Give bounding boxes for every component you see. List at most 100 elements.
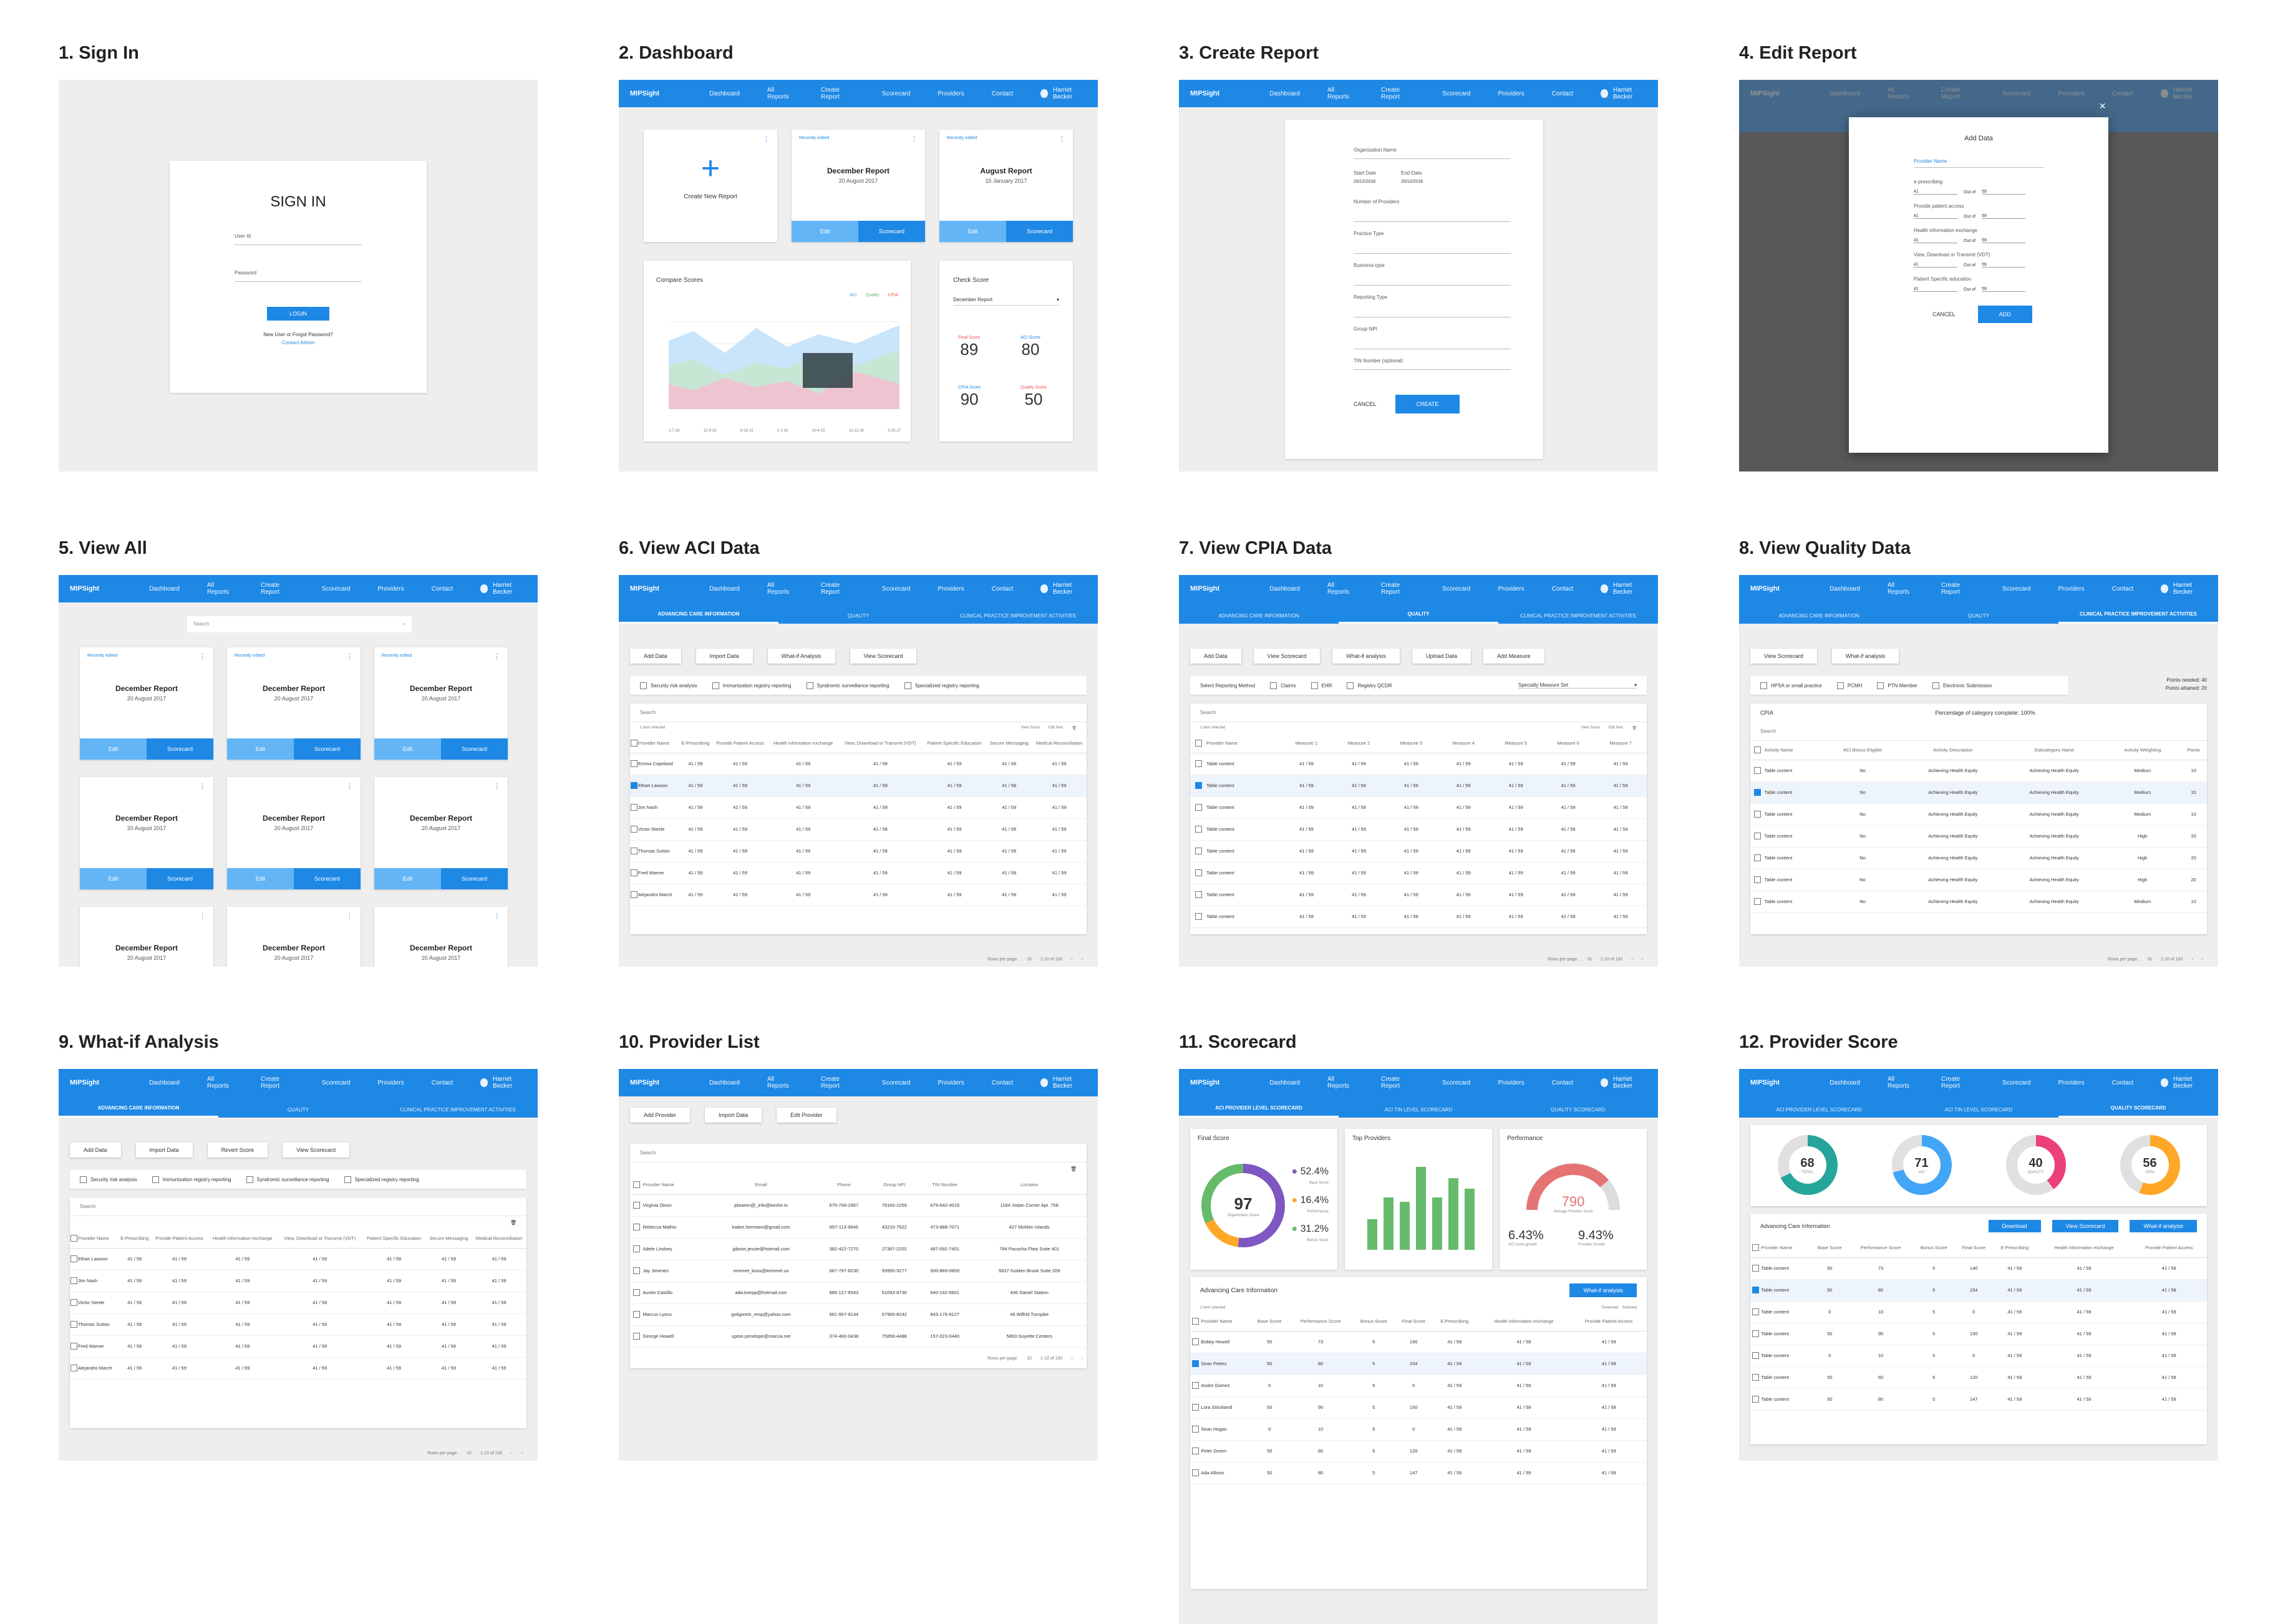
- nav-link[interactable]: Create Report: [820, 1076, 840, 1090]
- nav-link[interactable]: Providers: [2058, 1079, 2085, 1086]
- row-checkbox[interactable]: [1195, 782, 1202, 789]
- nav-link[interactable]: Dashboard: [1269, 585, 1300, 592]
- import-data-button[interactable]: Import Data: [696, 649, 753, 664]
- nav-link[interactable]: All Reports: [767, 87, 789, 100]
- table-row[interactable]: Table content 41 / 59 41 / 59 41 / 59 41 / 5…: [1190, 753, 1647, 775]
- row-checkbox[interactable]: [1195, 848, 1202, 854]
- user-menu[interactable]: Harriet Becker: [480, 1076, 526, 1090]
- more-icon[interactable]: ⋮: [346, 912, 353, 920]
- score-input[interactable]: 41: [1914, 263, 1957, 268]
- add-button[interactable]: ADD: [1977, 306, 2032, 323]
- row-checkbox[interactable]: [1195, 760, 1202, 767]
- registry-checkbox[interactable]: Registry QCDR: [1347, 682, 1392, 689]
- tab-cpia[interactable]: CLINICAL PRACTICE IMPROVEMENT ACTIVITIES: [1520, 613, 1636, 619]
- nav-link[interactable]: Contact: [991, 90, 1014, 97]
- view-scorecard-button[interactable]: View Scorecard: [283, 1143, 349, 1158]
- report-card[interactable]: ⋮ December Report 20 August 2017: [80, 907, 213, 967]
- table-row[interactable]: Alejandro March 41 / 59 41 / 59 41 / 59 41 /…: [70, 1357, 526, 1380]
- row-checkbox[interactable]: [1195, 913, 1202, 920]
- chevron-left-icon[interactable]: ‹: [1071, 957, 1073, 962]
- user-menu[interactable]: Harriet Becker: [480, 582, 526, 596]
- select-all-checkbox[interactable]: [70, 1235, 77, 1242]
- total-input[interactable]: 59: [1982, 214, 2026, 219]
- nav-link[interactable]: Dashboard: [1830, 1079, 1860, 1086]
- table-row[interactable]: Table content No Achieving Health Equity Ac…: [1750, 781, 2207, 804]
- more-icon[interactable]: ⋮: [493, 653, 500, 660]
- more-icon[interactable]: ⋮: [493, 783, 500, 790]
- edit-button[interactable]: Edit: [792, 221, 858, 242]
- edit-item-action[interactable]: Edit Item: [1608, 726, 1624, 730]
- table-row[interactable]: Ethan Lawson 41 / 59 41 / 59 41 / 59 41 / 59…: [70, 1248, 526, 1270]
- plus-icon[interactable]: +: [700, 150, 720, 186]
- nav-link[interactable]: Providers: [938, 90, 964, 97]
- row-checkbox[interactable]: [1195, 804, 1202, 811]
- nav-link[interactable]: Providers: [1498, 90, 1524, 97]
- nav-link[interactable]: Providers: [1498, 585, 1524, 592]
- security-risk-checkbox[interactable]: Security risk analysis: [640, 682, 697, 689]
- table-search-input[interactable]: Search: [1190, 703, 1647, 722]
- electronic-checkbox[interactable]: Electronic Submission: [1932, 682, 1992, 689]
- score-input[interactable]: 41: [1914, 287, 1957, 292]
- create-button[interactable]: CREATE: [1395, 395, 1460, 413]
- user-menu[interactable]: Harriet Becker: [1040, 87, 1087, 100]
- what-if-button[interactable]: What-if analysis: [2130, 1220, 2197, 1232]
- row-checkbox[interactable]: [1192, 1404, 1200, 1411]
- nav-link[interactable]: Create Report: [820, 87, 840, 100]
- more-icon[interactable]: ⋮: [911, 135, 918, 143]
- table-row[interactable]: Table content 50 73 5 140 41 / 59 41 / 59 41 / …: [1750, 1257, 2207, 1280]
- nav-link[interactable]: Providers: [938, 1079, 964, 1086]
- row-checkbox[interactable]: [630, 869, 637, 876]
- nav-link[interactable]: Contact: [431, 1079, 453, 1086]
- row-checkbox[interactable]: [630, 826, 637, 833]
- provider-bar[interactable]: [1416, 1167, 1426, 1250]
- edit-button[interactable]: Edit: [80, 738, 147, 760]
- nav-link[interactable]: Dashboard: [709, 585, 740, 592]
- trash-icon[interactable]: 🗑: [1632, 727, 1637, 730]
- tab-aci-tin[interactable]: ACI TIN LEVEL SCORECARD: [1384, 1107, 1453, 1113]
- nav-link[interactable]: Dashboard: [1269, 90, 1300, 97]
- view-scorecard-button[interactable]: View Scorecard: [1253, 649, 1321, 664]
- row-checkbox[interactable]: [633, 1311, 640, 1318]
- more-icon[interactable]: ⋮: [763, 135, 770, 143]
- nav-link[interactable]: Contact: [2111, 585, 2134, 592]
- nav-link[interactable]: Dashboard: [709, 90, 740, 97]
- user-menu[interactable]: Harriet Becker: [2161, 87, 2207, 100]
- app-logo[interactable]: MIPSight: [630, 585, 660, 592]
- row-checkbox[interactable]: [1195, 891, 1202, 898]
- chevron-right-icon[interactable]: ›: [1081, 957, 1083, 962]
- nav-link[interactable]: All Reports: [1327, 1076, 1349, 1090]
- upload-data-button[interactable]: Upload Data: [1412, 649, 1471, 664]
- table-row[interactable]: Alejandro March 41 / 59 41 / 59 41 / 59 41 /…: [630, 884, 1087, 906]
- table-row[interactable]: Sean Peters 50 80 5 154 41 / 59 41 / 59 41 / 59: [1190, 1353, 1647, 1375]
- report-card[interactable]: ⋮ December Report 20 August 2017: [227, 907, 361, 967]
- more-icon[interactable]: ⋮: [493, 912, 500, 920]
- user-menu[interactable]: Harriet Becker: [1601, 1076, 1647, 1090]
- scorecard-button[interactable]: Scorecard: [294, 868, 361, 889]
- trash-icon[interactable]: 🗑: [510, 1220, 516, 1225]
- table-row[interactable]: Thomas Sutton 41 / 59 41 / 59 41 / 59 41 / 5…: [70, 1313, 526, 1336]
- cancel-button[interactable]: CANCEL: [1932, 311, 1956, 317]
- import-data-button[interactable]: Import Data: [705, 1108, 762, 1123]
- nav-link[interactable]: Create Report: [260, 1076, 279, 1090]
- scorecard-button[interactable]: Scorecard: [294, 738, 361, 760]
- row-checkbox[interactable]: [1753, 833, 1761, 839]
- select-all-checkbox[interactable]: [1753, 747, 1761, 754]
- report-card[interactable]: Recently edited ⋮ December Report 20 August…: [374, 647, 508, 760]
- nav-link[interactable]: Contact: [2111, 1079, 2134, 1086]
- user-menu[interactable]: Harriet Becker: [2161, 582, 2207, 596]
- tab-quality[interactable]: QUALITY: [287, 1107, 309, 1113]
- report-card[interactable]: ⋮ December Report 20 August 2017 Edit Scorec…: [227, 777, 361, 889]
- table-row[interactable]: Table content No Achieving Health Equity Ac…: [1750, 803, 2207, 826]
- row-checkbox[interactable]: [1192, 1448, 1200, 1454]
- row-checkbox[interactable]: [633, 1333, 640, 1340]
- nav-link[interactable]: Scorecard: [1442, 585, 1471, 592]
- tab-aci[interactable]: ADVANCING CARE INFORMATION: [619, 611, 778, 624]
- table-row[interactable]: Table content 0 10 5 0 41 / 59 41 / 59 41 / 59: [1750, 1301, 2207, 1323]
- score-input[interactable]: 41: [1914, 190, 1957, 195]
- report-card[interactable]: Recently edited ⋮ December Report 20 August…: [80, 647, 213, 760]
- user-menu[interactable]: Harriet Becker: [1601, 87, 1647, 100]
- what-if-button[interactable]: What-if analysis: [1831, 649, 1899, 664]
- tab-aci[interactable]: ADVANCING CARE INFORMATION: [1218, 613, 1299, 619]
- import-data-button[interactable]: Import Data: [135, 1143, 193, 1158]
- table-row[interactable]: Victor Steele 41 / 59 41 / 59 41 / 59 41 / 5…: [70, 1292, 526, 1314]
